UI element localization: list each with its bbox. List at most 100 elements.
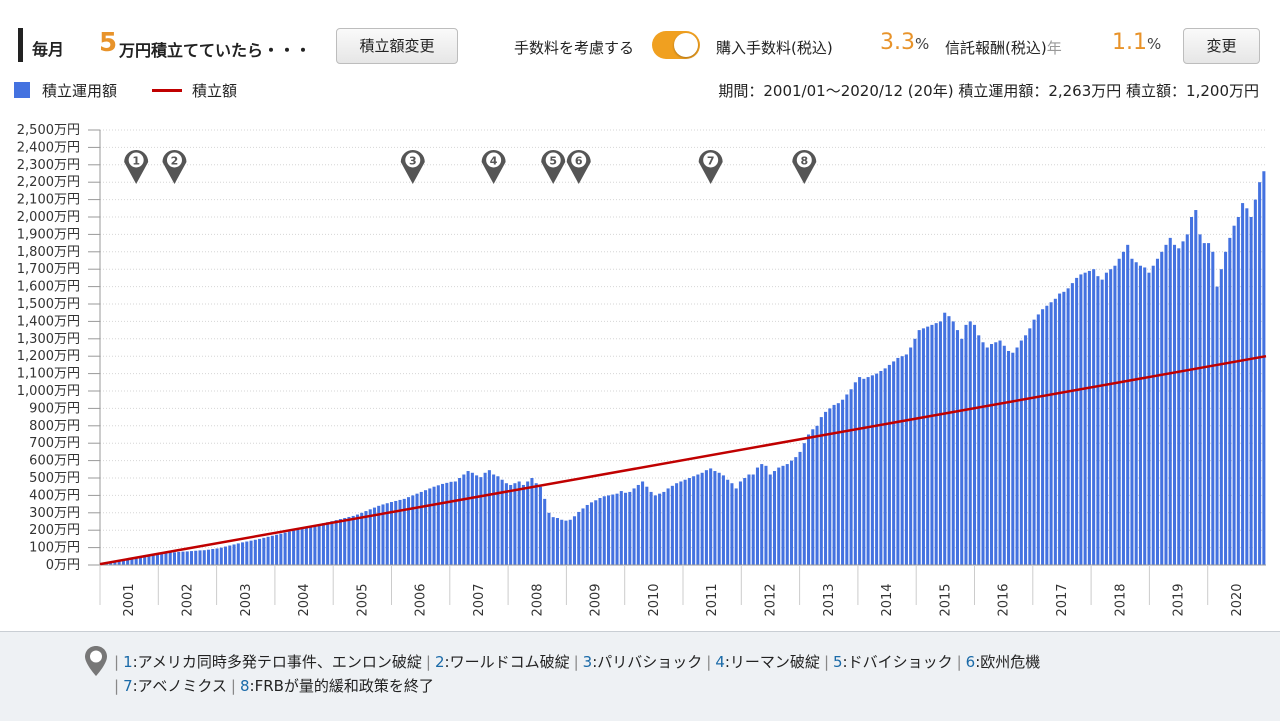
bar bbox=[666, 488, 670, 565]
bar bbox=[807, 434, 811, 565]
bar bbox=[624, 492, 628, 565]
bar bbox=[636, 484, 640, 565]
bar bbox=[841, 399, 845, 565]
bar bbox=[334, 520, 338, 565]
bar bbox=[1262, 171, 1266, 565]
x-tick-label: 2001 bbox=[122, 583, 137, 616]
purchase-fee-value: 3.3% bbox=[880, 30, 929, 55]
bar bbox=[245, 541, 249, 565]
bar bbox=[1075, 277, 1079, 565]
y-tick-label: 1,000万円 bbox=[17, 384, 80, 399]
bar bbox=[772, 471, 777, 565]
bar bbox=[789, 460, 794, 565]
bar bbox=[164, 552, 168, 565]
bar bbox=[1172, 244, 1177, 565]
x-tick-label: 2006 bbox=[414, 583, 429, 616]
event-marker-circle bbox=[405, 152, 421, 168]
event-number: 2 bbox=[434, 653, 445, 671]
bar bbox=[232, 544, 236, 565]
bar bbox=[449, 481, 453, 565]
bar bbox=[1164, 244, 1168, 565]
y-tick-label: 2,500万円 bbox=[17, 123, 80, 138]
y-tick-label: 1,100万円 bbox=[17, 367, 80, 382]
bar bbox=[270, 535, 274, 565]
bar bbox=[611, 494, 615, 565]
bar bbox=[517, 481, 521, 565]
bar bbox=[1032, 319, 1036, 565]
bar bbox=[904, 354, 908, 565]
bar bbox=[692, 476, 696, 565]
bar bbox=[177, 551, 181, 565]
event-marker-label: 3 bbox=[409, 155, 417, 168]
trust-fee-value: 1.1% bbox=[1112, 30, 1161, 55]
bar bbox=[747, 474, 751, 565]
x-tick-label: 2015 bbox=[938, 583, 953, 616]
event-separator: | bbox=[114, 677, 120, 695]
bar bbox=[981, 342, 985, 565]
bar bbox=[151, 553, 155, 565]
bar bbox=[717, 472, 721, 565]
y-tick-label: 2,400万円 bbox=[17, 140, 80, 155]
bar bbox=[862, 378, 866, 565]
bar bbox=[721, 475, 725, 565]
bar bbox=[436, 485, 440, 565]
bar bbox=[900, 356, 904, 565]
title-mark bbox=[18, 28, 23, 62]
bar bbox=[870, 375, 874, 565]
bar bbox=[181, 551, 185, 565]
purchase-fee-percent: % bbox=[915, 35, 930, 53]
legend-bar-label[interactable]: 積立運用額 bbox=[42, 82, 118, 100]
bar bbox=[547, 512, 551, 565]
bar bbox=[258, 538, 262, 565]
bar bbox=[453, 481, 457, 565]
bar bbox=[977, 335, 981, 565]
bar bbox=[360, 512, 364, 565]
event-marker-circle bbox=[571, 152, 587, 168]
bar bbox=[1092, 269, 1096, 565]
bar bbox=[1219, 269, 1223, 565]
fee-toggle[interactable] bbox=[652, 31, 700, 59]
bar bbox=[130, 558, 134, 565]
bar bbox=[389, 502, 394, 565]
bar bbox=[134, 557, 138, 565]
bar bbox=[1121, 251, 1125, 566]
legend-line-label[interactable]: 積立額 bbox=[192, 82, 238, 100]
bar bbox=[1058, 293, 1062, 565]
bar bbox=[109, 562, 113, 565]
change-button[interactable]: 変更 bbox=[1183, 28, 1260, 64]
bar bbox=[1066, 288, 1070, 565]
bar bbox=[1036, 314, 1040, 565]
bar bbox=[917, 330, 921, 565]
bar bbox=[496, 476, 500, 565]
y-tick-label: 2,100万円 bbox=[17, 193, 80, 208]
bar bbox=[492, 474, 496, 565]
bar bbox=[824, 411, 828, 565]
y-tick-label: 300万円 bbox=[29, 506, 80, 521]
x-tick-label: 2014 bbox=[880, 583, 895, 616]
bar bbox=[355, 514, 359, 565]
bar bbox=[632, 488, 636, 565]
bar bbox=[972, 324, 977, 565]
bar bbox=[921, 328, 925, 565]
bar bbox=[1147, 272, 1151, 565]
event-marker-label: 8 bbox=[800, 155, 808, 168]
bar bbox=[764, 465, 768, 565]
x-tick-label: 2013 bbox=[822, 583, 837, 616]
x-tick-label: 2011 bbox=[705, 583, 720, 616]
bar bbox=[853, 382, 857, 565]
event-description: :欧州危機 bbox=[975, 653, 1041, 671]
bar bbox=[1202, 243, 1206, 565]
event-number: 7 bbox=[123, 677, 133, 695]
bar bbox=[1019, 340, 1023, 565]
event-marker-label: 7 bbox=[707, 155, 715, 168]
bar bbox=[538, 486, 542, 565]
bar bbox=[372, 507, 377, 565]
y-tick-label: 200万円 bbox=[29, 523, 80, 538]
change-amount-button[interactable]: 積立額変更 bbox=[336, 28, 458, 64]
bar bbox=[487, 470, 491, 565]
bar bbox=[968, 321, 972, 565]
bar bbox=[670, 485, 674, 565]
bar bbox=[321, 523, 325, 565]
x-tick-label: 2020 bbox=[1230, 583, 1245, 616]
bar bbox=[802, 443, 806, 565]
